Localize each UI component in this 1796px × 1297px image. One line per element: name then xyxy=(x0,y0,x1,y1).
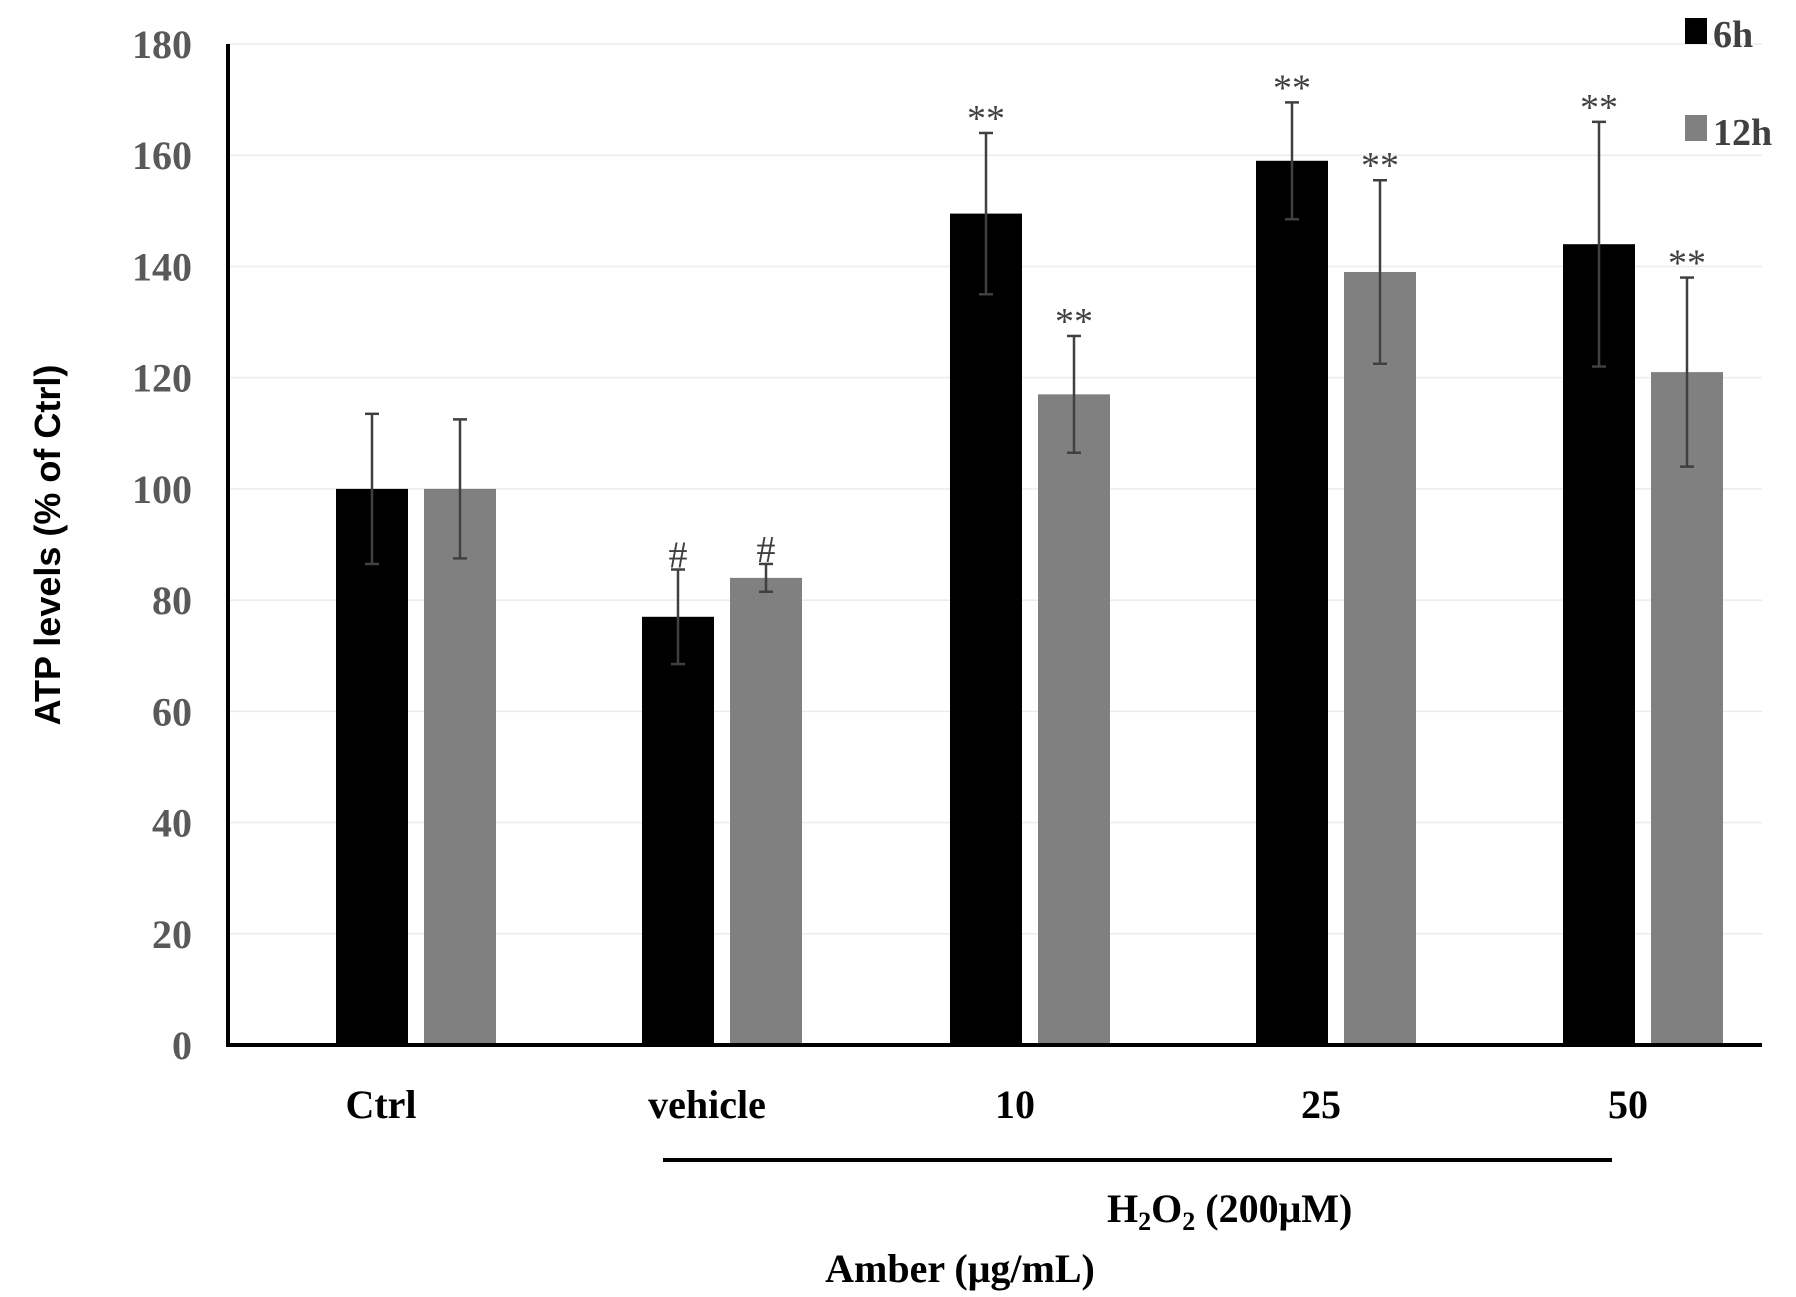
x-axis-categories: Ctrl vehicle 10 25 50 xyxy=(345,1082,1648,1127)
h2o2-label-o: O xyxy=(1151,1186,1182,1231)
y-axis-label: ATP levels (% of Ctrl) xyxy=(27,365,68,726)
bar-12h-vehicle xyxy=(730,577,802,1045)
y-tick-label-20: 20 xyxy=(152,912,192,957)
x-category-10: 10 xyxy=(995,1082,1035,1127)
y-axis-ticks: 0 20 40 60 80 100 120 140 160 180 xyxy=(132,22,192,1068)
bar-6h-vehicle xyxy=(642,616,714,1045)
bar-6h-25 xyxy=(1256,160,1328,1046)
significance-6h-10: ** xyxy=(967,98,1005,140)
y-tick-label-160: 160 xyxy=(132,133,192,178)
significance-12h-25: ** xyxy=(1361,145,1399,187)
x-category-50: 50 xyxy=(1608,1082,1648,1127)
y-tick-label-100: 100 xyxy=(132,467,192,512)
h2o2-label-sub1: 2 xyxy=(1138,1207,1151,1236)
significance-6h-vehicle: # xyxy=(669,535,688,577)
y-tick-label-180: 180 xyxy=(132,22,192,67)
bar-12h-10 xyxy=(1038,394,1110,1046)
bar-6h-50 xyxy=(1563,244,1635,1045)
legend-label-12h: 12h xyxy=(1713,112,1772,154)
significance-12h-10: ** xyxy=(1055,301,1093,343)
bar-12h-25 xyxy=(1344,272,1416,1045)
legend-swatch-6h xyxy=(1685,18,1707,44)
significance-12h-vehicle: # xyxy=(757,529,776,571)
bar-6h-10 xyxy=(950,213,1022,1045)
y-tick-label-120: 120 xyxy=(132,356,192,401)
legend-swatch-12h xyxy=(1685,115,1707,141)
h2o2-label-h: H xyxy=(1107,1186,1138,1231)
bar-12h-50 xyxy=(1651,372,1723,1045)
y-tick-label-40: 40 xyxy=(152,801,192,846)
bars xyxy=(336,160,1723,1046)
x-category-25: 25 xyxy=(1301,1082,1341,1127)
error-bars xyxy=(365,101,1694,666)
significance-markers: # ** ** ** # ** ** ** xyxy=(669,67,1707,576)
significance-6h-50: ** xyxy=(1580,87,1618,129)
significance-12h-50: ** xyxy=(1668,243,1706,285)
x-category-vehicle: vehicle xyxy=(648,1082,766,1127)
bar-6h-ctrl xyxy=(336,488,408,1045)
y-tick-label-80: 80 xyxy=(152,578,192,623)
significance-6h-25: ** xyxy=(1273,67,1311,109)
y-tick-label-0: 0 xyxy=(172,1023,192,1068)
h2o2-label-rest: (200μM) xyxy=(1195,1186,1352,1231)
x-axis-label: Amber (μg/mL) xyxy=(825,1246,1095,1291)
y-tick-label-60: 60 xyxy=(152,689,192,734)
x-category-ctrl: Ctrl xyxy=(345,1082,416,1127)
h2o2-label: H2O2 (200μM) xyxy=(1107,1186,1352,1236)
legend-label-6h: 6h xyxy=(1713,14,1753,56)
h2o2-label-sub2: 2 xyxy=(1182,1207,1195,1236)
legend: 6h 12h xyxy=(1685,14,1772,154)
y-tick-label-140: 140 xyxy=(132,244,192,289)
bar-12h-ctrl xyxy=(424,488,496,1045)
